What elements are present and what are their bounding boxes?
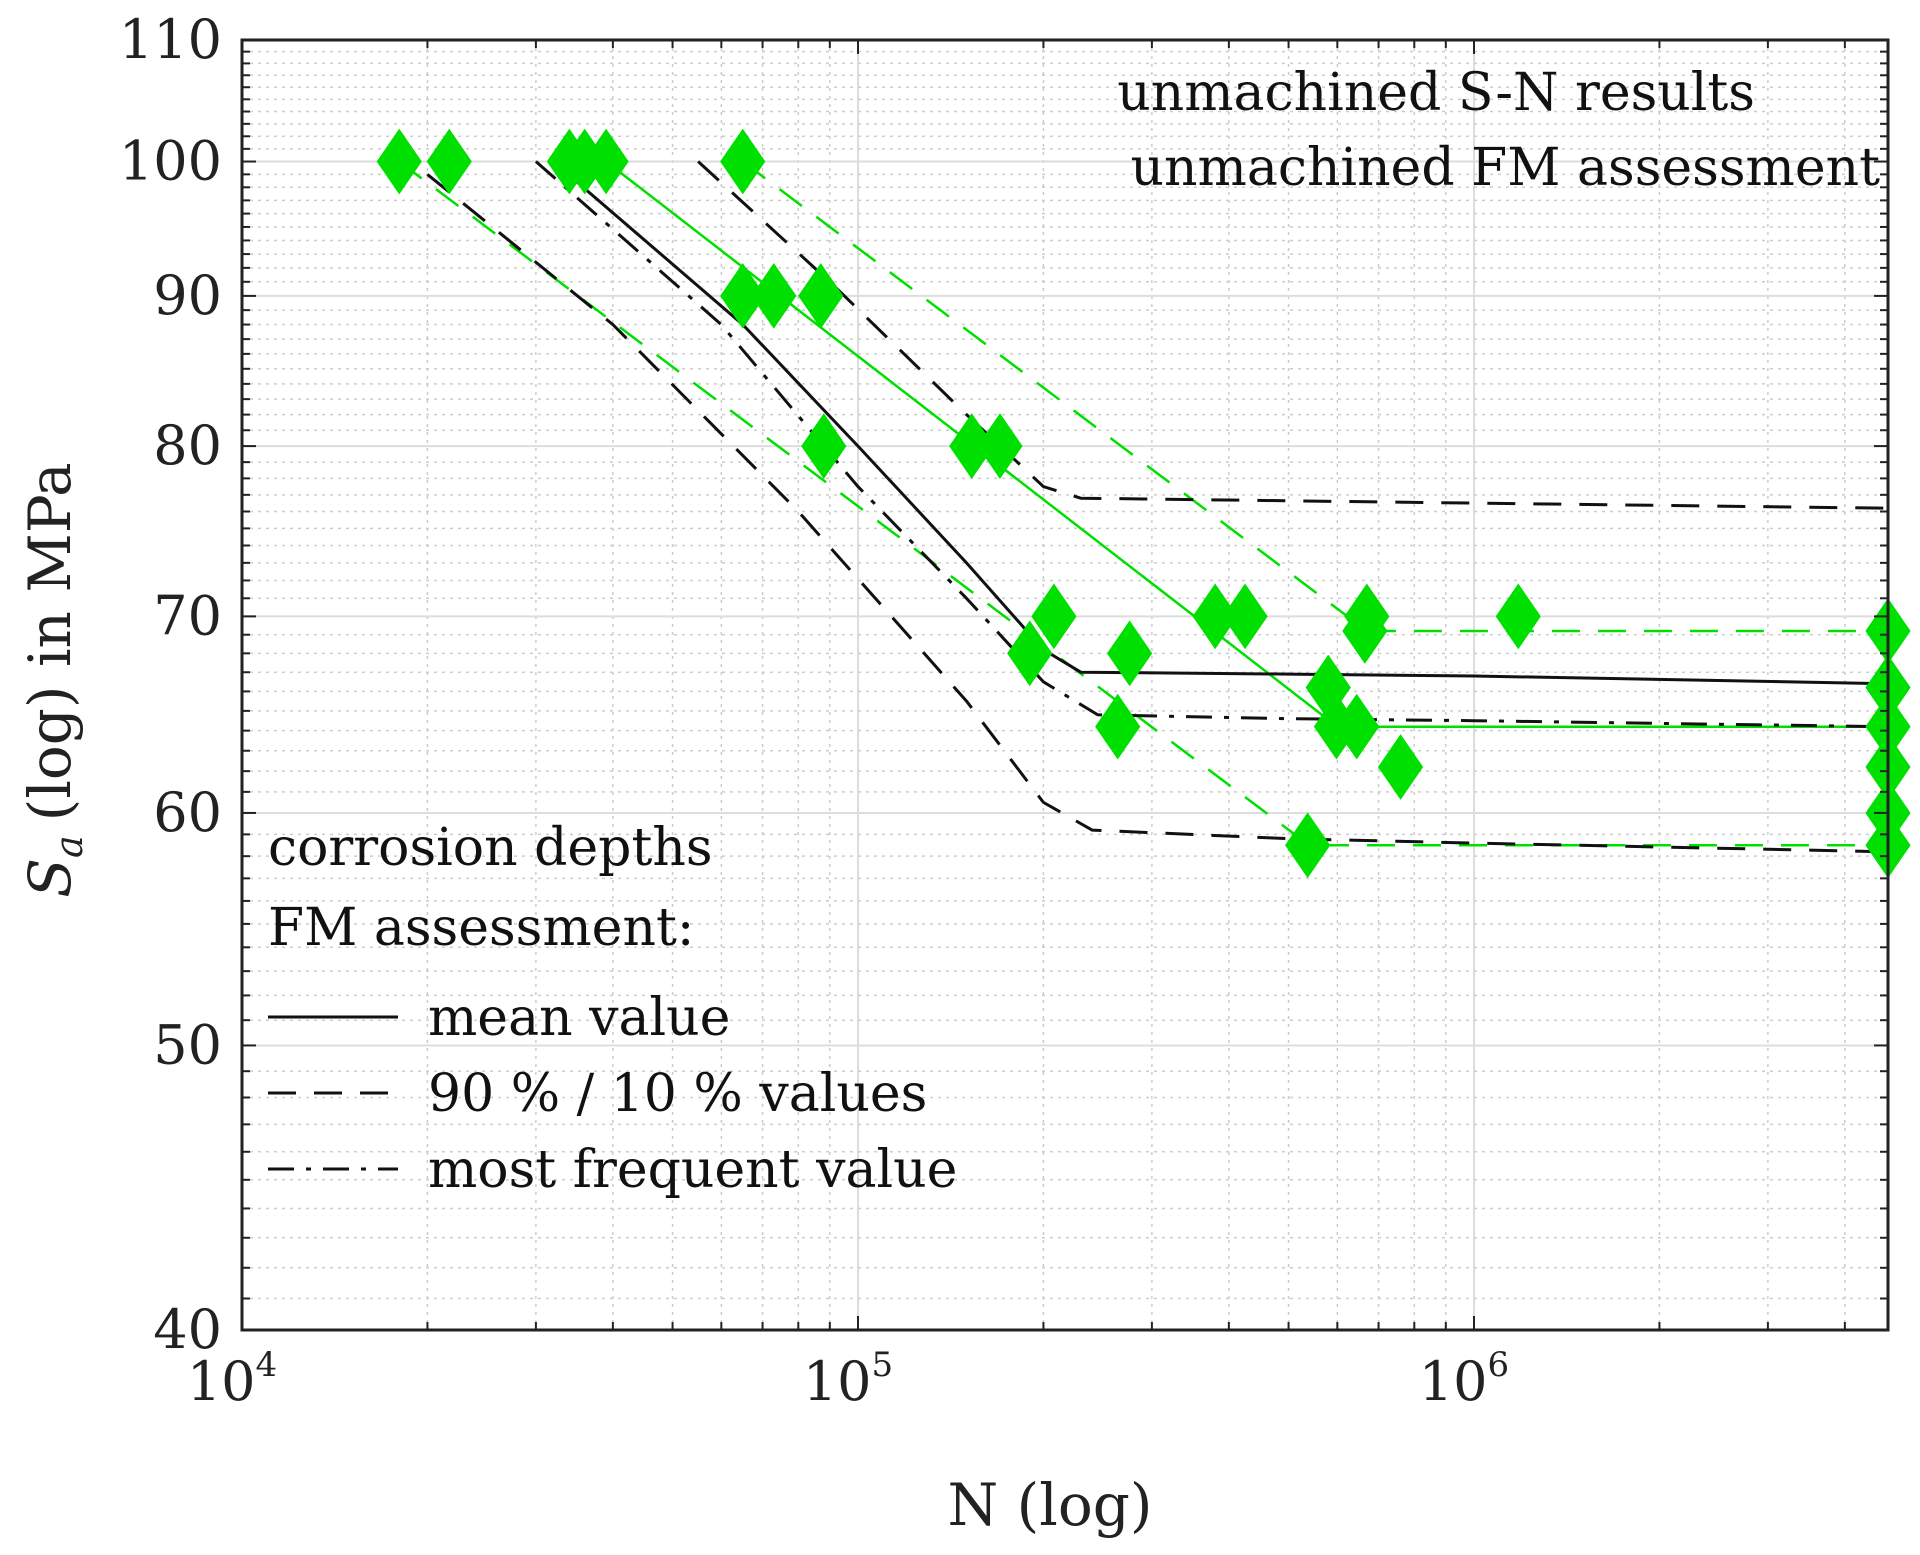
series-line-s-n-10-value bbox=[398, 160, 1888, 847]
y-axis-rest: (log) in MPa bbox=[16, 462, 84, 821]
sn-data-point bbox=[1095, 693, 1141, 760]
sn-data-point bbox=[1192, 583, 1238, 650]
y-tick-label: 70 bbox=[153, 584, 222, 647]
sn-data-point bbox=[1285, 812, 1331, 879]
y-tick-label: 80 bbox=[153, 414, 222, 477]
sn-data-point bbox=[801, 413, 847, 479]
x-tick-exponent: 4 bbox=[256, 1345, 278, 1385]
y-axis-title: Sa (log) in MPa bbox=[16, 462, 91, 897]
x-tick-label: 104 bbox=[187, 1345, 277, 1413]
legend-bottom-left: corrosion depths FM assessment: mean val… bbox=[268, 818, 957, 1200]
sn-data-point bbox=[720, 128, 766, 195]
series-line-fm-10-value bbox=[426, 173, 1889, 854]
y-tick-label: 40 bbox=[153, 1298, 222, 1361]
series-line-fm-90-value bbox=[697, 160, 1889, 510]
legend-mean-value: mean value bbox=[428, 988, 730, 1048]
x-tick-exponent: 5 bbox=[872, 1345, 894, 1385]
sn-data-point bbox=[798, 263, 844, 329]
x-axis-title: N (log) bbox=[947, 1471, 1152, 1539]
sn-data-point bbox=[1007, 620, 1053, 687]
series-markers bbox=[376, 128, 1911, 879]
y-tick-label: 100 bbox=[119, 130, 222, 193]
sn-data-point bbox=[1495, 583, 1541, 650]
sn-data-point bbox=[1031, 583, 1077, 650]
y-tick-label: 50 bbox=[153, 1013, 222, 1076]
legend-percentile-values: 90 % / 10 % values bbox=[428, 1064, 927, 1124]
legend-most-frequent: most frequent value bbox=[428, 1140, 957, 1200]
sn-data-point bbox=[1106, 620, 1153, 687]
x-tick-label: 105 bbox=[803, 1345, 893, 1413]
sn-data-point bbox=[1377, 734, 1424, 800]
legend-header-fm: FM assessment: bbox=[268, 898, 694, 958]
series-line-s-n-90-value bbox=[742, 160, 1888, 633]
legend-top-right: unmachined S-N results unmachined FM ass… bbox=[1117, 63, 1880, 198]
sn-data-point bbox=[751, 263, 797, 329]
sn-data-point bbox=[1344, 583, 1390, 650]
y-tick-label: 90 bbox=[153, 264, 222, 327]
series-lines bbox=[398, 160, 1889, 854]
sn-data-point bbox=[1222, 583, 1268, 650]
sn-data-point bbox=[583, 128, 629, 195]
y-tick-label: 110 bbox=[119, 8, 222, 71]
series-line-fm-most-frequent-value bbox=[534, 160, 1889, 729]
y-axis-symbol: S bbox=[16, 858, 84, 898]
legend-sn-results: unmachined S-N results bbox=[1117, 63, 1755, 123]
legend-header-corrosion: corrosion depths bbox=[268, 818, 713, 878]
y-tick-label: 60 bbox=[153, 781, 222, 844]
plot-frame bbox=[240, 38, 1890, 1332]
sn-data-point bbox=[376, 128, 422, 195]
x-tick-exponent: 6 bbox=[1488, 1345, 1510, 1385]
sn-data-point bbox=[977, 413, 1023, 479]
sn-data-point bbox=[426, 128, 472, 195]
sn-data-point bbox=[720, 263, 766, 329]
legend-fm-assessment: unmachined FM assessment bbox=[1131, 138, 1881, 198]
y-axis-subscript: a bbox=[47, 835, 91, 858]
axis-ticks: 40 50 60 70 80 90 100 110 104 105 106 bbox=[119, 8, 1888, 1413]
x-tick-label: 106 bbox=[1419, 1345, 1509, 1413]
sn-data-point bbox=[1334, 693, 1380, 760]
grid bbox=[241, 39, 1888, 1331]
